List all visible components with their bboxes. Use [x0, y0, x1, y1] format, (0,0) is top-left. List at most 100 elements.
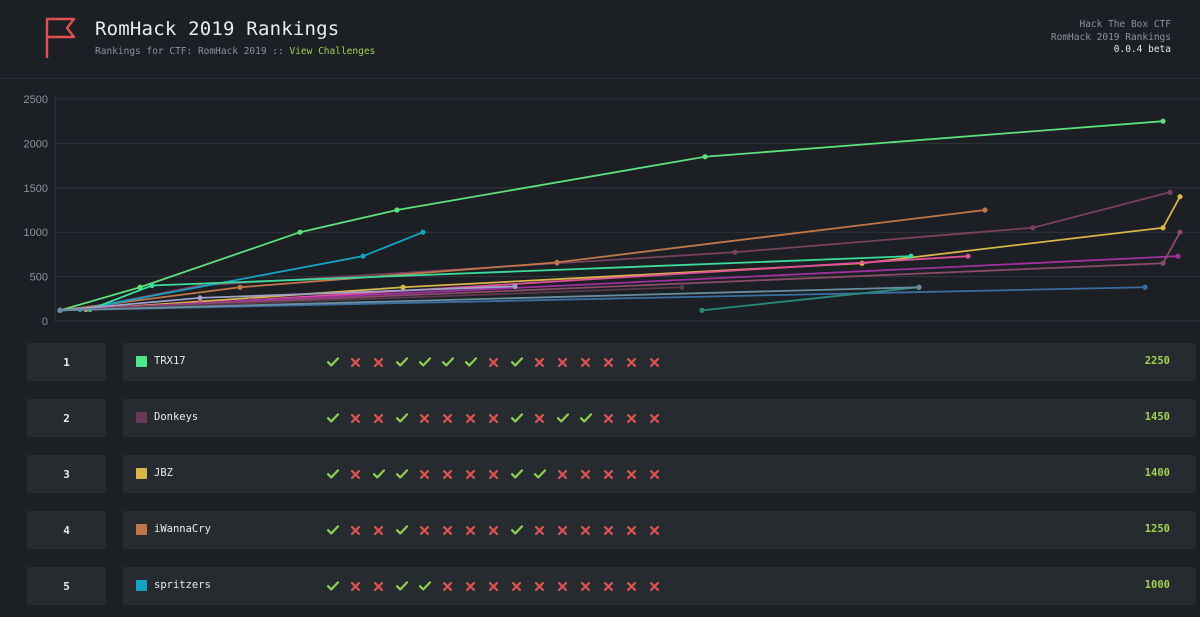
check-icon — [390, 581, 413, 591]
header-meta: Hack The Box CTF RomHack 2019 Rankings 0… — [1051, 19, 1171, 57]
series-point — [965, 253, 971, 259]
cross-icon — [643, 581, 666, 591]
cross-icon — [643, 525, 666, 535]
view-challenges-link[interactable]: View Challenges — [289, 46, 376, 57]
cross-icon — [597, 469, 620, 479]
series-point — [702, 154, 708, 160]
series-line — [59, 196, 1181, 312]
check-icon — [413, 357, 436, 367]
cross-icon — [620, 413, 643, 423]
team-name[interactable]: spritzers — [154, 579, 211, 591]
cross-icon — [482, 469, 505, 479]
cross-icon — [620, 525, 643, 535]
check-icon — [413, 581, 436, 591]
cross-icon — [597, 525, 620, 535]
team-entry: spritzers 1000 — [123, 567, 1196, 605]
cross-icon — [528, 357, 551, 367]
series-point — [237, 284, 243, 290]
cross-icon — [551, 581, 574, 591]
cross-icon — [597, 413, 620, 423]
cross-icon — [643, 469, 666, 479]
check-icon — [436, 357, 459, 367]
check-icon — [574, 413, 597, 423]
cross-icon — [459, 469, 482, 479]
series-point — [1160, 118, 1166, 124]
team-name[interactable]: Donkeys — [154, 411, 199, 423]
page-header: RomHack 2019 Rankings Rankings for CTF: … — [0, 0, 1200, 79]
series-point — [916, 284, 922, 290]
rank-number: 3 — [27, 455, 106, 493]
series-line — [59, 191, 1171, 312]
team-color-swatch — [136, 356, 147, 367]
cross-icon — [620, 469, 643, 479]
ranking-row: 4 iWannaCry 1250 — [0, 511, 1200, 551]
series-point — [137, 284, 143, 290]
series-point — [732, 249, 738, 255]
ranking-row: 1 TRX17 2250 — [0, 343, 1200, 383]
team-score: 1450 — [1144, 411, 1170, 423]
cross-icon — [574, 469, 597, 479]
team-entry: JBZ 1400 — [123, 455, 1196, 493]
y-tick-label: 1500 — [24, 183, 48, 195]
cross-icon — [505, 581, 528, 591]
series-point — [57, 307, 63, 313]
check-icon — [505, 525, 528, 535]
check-icon — [390, 413, 413, 423]
series-point — [400, 284, 406, 290]
series-point — [360, 253, 366, 259]
series-point — [394, 207, 400, 213]
cross-icon — [344, 525, 367, 535]
cross-icon — [413, 413, 436, 423]
rank-number: 2 — [27, 399, 106, 437]
check-icon — [390, 525, 413, 535]
team-name[interactable]: iWannaCry — [154, 523, 211, 535]
series-point — [1160, 260, 1166, 266]
check-icon — [321, 413, 344, 423]
cross-icon — [436, 469, 459, 479]
team-score: 1400 — [1144, 467, 1170, 479]
team-entry: TRX17 2250 — [123, 343, 1196, 381]
team-name[interactable]: JBZ — [154, 467, 173, 479]
check-icon — [505, 357, 528, 367]
series-point — [297, 229, 303, 235]
check-icon — [459, 357, 482, 367]
cross-icon — [574, 581, 597, 591]
y-tick-label: 500 — [30, 272, 48, 284]
cross-icon — [367, 357, 390, 367]
cross-icon — [528, 581, 551, 591]
check-icon — [390, 357, 413, 367]
flag-icon — [45, 17, 76, 58]
meta-ctf-name: Hack The Box CTF — [1079, 19, 1171, 30]
cross-icon — [551, 357, 574, 367]
series-point — [554, 259, 560, 265]
cross-icon — [413, 525, 436, 535]
score-chart: 2500 2000 1500 1000 500 0 — [24, 94, 1200, 328]
y-tick-label: 0 — [42, 316, 48, 328]
series-point — [1167, 189, 1173, 195]
rank-number: 5 — [27, 567, 106, 605]
cross-icon — [643, 357, 666, 367]
series-point — [908, 253, 914, 259]
page-subtitle: Rankings for CTF: RomHack 2019 :: View C… — [95, 46, 375, 57]
series-point — [197, 295, 203, 301]
cross-icon — [459, 413, 482, 423]
cross-icon — [643, 413, 666, 423]
challenge-status-list — [321, 399, 666, 437]
series-point — [1177, 194, 1183, 200]
check-icon — [321, 525, 344, 535]
series-point — [1160, 225, 1166, 231]
series-point — [512, 283, 518, 289]
cross-icon — [620, 581, 643, 591]
check-icon — [367, 469, 390, 479]
team-name[interactable]: TRX17 — [154, 355, 186, 367]
cross-icon — [597, 357, 620, 367]
check-icon — [505, 469, 528, 479]
ranking-row: 5 spritzers 1000 — [0, 567, 1200, 607]
ranking-row: 3 JBZ 1400 — [0, 455, 1200, 495]
check-icon — [321, 469, 344, 479]
cross-icon — [597, 581, 620, 591]
cross-icon — [528, 525, 551, 535]
cross-icon — [482, 525, 505, 535]
check-icon — [390, 469, 413, 479]
series-point — [982, 207, 988, 213]
